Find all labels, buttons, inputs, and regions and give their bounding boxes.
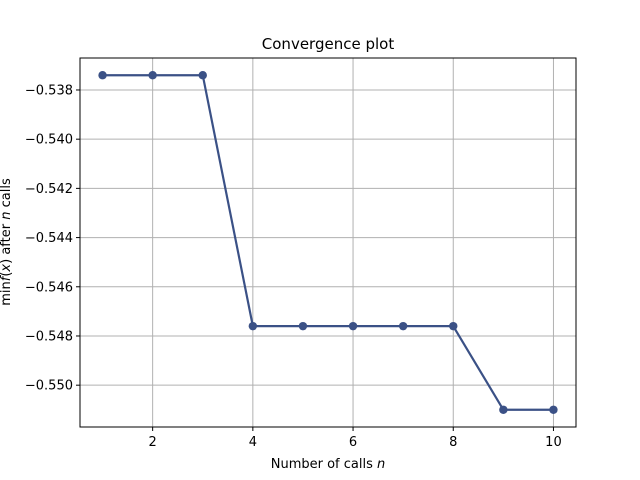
x-tick-label: 2 xyxy=(149,435,157,450)
data-point xyxy=(398,321,408,331)
x-tick-label: 8 xyxy=(449,435,457,450)
x-tick-label: 6 xyxy=(349,435,357,450)
grid-layer xyxy=(80,58,576,427)
y-tick-label: −0.540 xyxy=(25,133,73,148)
y-tick-label: −0.546 xyxy=(25,280,73,295)
x-axis-label-variable: n xyxy=(377,457,385,472)
x-tick-label: 10 xyxy=(545,435,562,450)
y-axis-label-n: n xyxy=(0,212,14,220)
y-tick-label: −0.544 xyxy=(25,231,73,246)
data-point xyxy=(248,321,258,331)
data-point xyxy=(148,71,157,80)
data-point xyxy=(348,321,358,331)
y-axis-label-calls: calls xyxy=(0,178,14,211)
chart-title: Convergence plot xyxy=(262,35,395,53)
data-point xyxy=(449,321,458,331)
y-axis-label-min: min xyxy=(0,281,14,306)
data-point xyxy=(198,71,207,80)
x-axis-ticks: 2 4 6 8 10 xyxy=(149,427,562,450)
series-layer xyxy=(98,71,558,414)
y-axis-label-after: ) after xyxy=(0,220,14,264)
y-axis-label-x: x xyxy=(0,264,14,273)
x-axis-label-text: Number of calls xyxy=(271,457,377,472)
y-tick-label: −0.542 xyxy=(25,182,73,197)
plot-frame xyxy=(79,57,577,428)
data-point xyxy=(98,71,107,80)
data-point xyxy=(298,321,308,331)
y-axis-label-f: f xyxy=(0,274,14,281)
series-line xyxy=(101,74,555,411)
data-point xyxy=(499,405,508,414)
y-tick-label: −0.550 xyxy=(25,379,73,394)
data-point xyxy=(549,405,558,414)
y-axis-ticks: −0.538 −0.540 −0.542 −0.544 −0.546 −0.548 −0.5… xyxy=(25,83,80,394)
y-axis-label: minf(x) after n calls xyxy=(0,178,14,306)
y-axis-label-paren-open: ( xyxy=(0,272,14,277)
x-axis-label: Number of calls n xyxy=(271,457,386,472)
x-tick-label: 4 xyxy=(249,435,257,450)
y-tick-label: −0.548 xyxy=(25,329,73,344)
y-tick-label: −0.538 xyxy=(25,83,73,98)
